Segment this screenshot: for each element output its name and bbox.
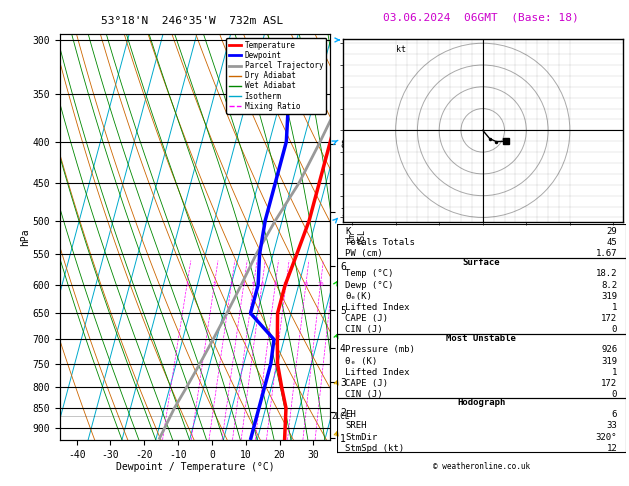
Text: 6: 6 [260, 282, 264, 287]
Text: Pressure (mb): Pressure (mb) [345, 346, 415, 354]
Text: 8: 8 [274, 282, 277, 287]
Text: 18.2: 18.2 [596, 269, 617, 278]
Text: Lifted Index: Lifted Index [345, 368, 409, 377]
Text: 20: 20 [317, 282, 324, 287]
Text: 1: 1 [186, 282, 189, 287]
Text: θₑ(K): θₑ(K) [345, 292, 372, 301]
Text: 33: 33 [606, 421, 617, 430]
Text: K: K [345, 227, 350, 236]
Text: 0: 0 [612, 325, 617, 334]
Text: 5: 5 [252, 282, 255, 287]
Text: 15: 15 [303, 282, 309, 287]
Text: CAPE (J): CAPE (J) [345, 379, 388, 388]
Text: 4: 4 [242, 282, 245, 287]
Text: © weatheronline.co.uk: © weatheronline.co.uk [433, 462, 530, 471]
Text: 2LCL: 2LCL [331, 412, 350, 421]
Legend: Temperature, Dewpoint, Parcel Trajectory, Dry Adiabat, Wet Adiabat, Isotherm, Mi: Temperature, Dewpoint, Parcel Trajectory… [226, 38, 326, 114]
Text: PW (cm): PW (cm) [345, 249, 383, 259]
Text: kt: kt [396, 45, 406, 54]
Text: 8.2: 8.2 [601, 280, 617, 290]
Text: 172: 172 [601, 314, 617, 323]
Text: EH: EH [345, 410, 356, 419]
Text: 319: 319 [601, 357, 617, 365]
Text: 3: 3 [230, 282, 233, 287]
Text: 320°: 320° [596, 433, 617, 441]
Text: Dewp (°C): Dewp (°C) [345, 280, 394, 290]
Text: Temp (°C): Temp (°C) [345, 269, 394, 278]
Y-axis label: km
ASL: km ASL [347, 229, 367, 244]
Text: StmSpd (kt): StmSpd (kt) [345, 444, 404, 452]
Text: 45: 45 [606, 238, 617, 247]
X-axis label: Dewpoint / Temperature (°C): Dewpoint / Temperature (°C) [116, 462, 274, 472]
Text: 12: 12 [606, 444, 617, 452]
Text: 03.06.2024  06GMT  (Base: 18): 03.06.2024 06GMT (Base: 18) [383, 12, 579, 22]
Text: 6: 6 [612, 410, 617, 419]
Text: CIN (J): CIN (J) [345, 390, 383, 399]
Text: 2: 2 [213, 282, 216, 287]
Text: StmDir: StmDir [345, 433, 377, 441]
Text: 0: 0 [612, 390, 617, 399]
Text: θₑ (K): θₑ (K) [345, 357, 377, 365]
Text: 29: 29 [606, 227, 617, 236]
Text: 1.67: 1.67 [596, 249, 617, 259]
Text: CAPE (J): CAPE (J) [345, 314, 388, 323]
Text: 319: 319 [601, 292, 617, 301]
Text: 1: 1 [612, 303, 617, 312]
Y-axis label: hPa: hPa [19, 228, 30, 246]
Text: 53°18'N  246°35'W  732m ASL: 53°18'N 246°35'W 732m ASL [101, 16, 283, 26]
Text: SREH: SREH [345, 421, 367, 430]
Text: 10: 10 [282, 282, 289, 287]
Text: Surface: Surface [462, 258, 500, 267]
Text: CIN (J): CIN (J) [345, 325, 383, 334]
Text: Totals Totals: Totals Totals [345, 238, 415, 247]
Text: 1: 1 [612, 368, 617, 377]
Text: Lifted Index: Lifted Index [345, 303, 409, 312]
Text: Hodograph: Hodograph [457, 399, 505, 407]
Text: 926: 926 [601, 346, 617, 354]
Text: 172: 172 [601, 379, 617, 388]
Text: Most Unstable: Most Unstable [446, 334, 516, 343]
